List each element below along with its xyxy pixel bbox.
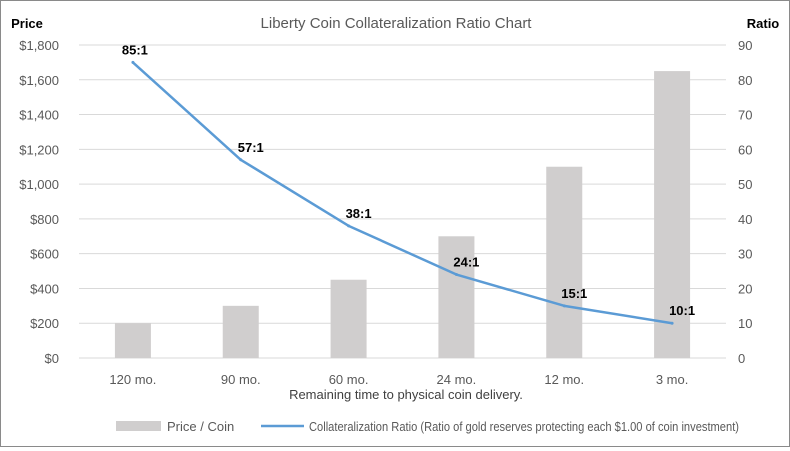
y-left-label: Price xyxy=(11,16,43,31)
y-left-tick-label: $800 xyxy=(30,212,59,227)
x-tick-label: 90 mo. xyxy=(221,372,261,387)
ratio-point xyxy=(239,158,243,162)
ratio-data-label: 57:1 xyxy=(238,140,264,155)
ratio-point xyxy=(562,304,566,308)
y-left-tick-label: $200 xyxy=(30,316,59,331)
bar-price xyxy=(330,279,367,358)
ratio-data-label: 38:1 xyxy=(346,206,372,221)
y-left-tick-label: $400 xyxy=(30,281,59,296)
y-left-tick-label: $1,600 xyxy=(19,73,59,88)
chart-title: Liberty Coin Collateralization Ratio Cha… xyxy=(261,15,533,32)
ratio-data-label: 10:1 xyxy=(669,303,695,318)
bar-price xyxy=(114,323,151,358)
y-left-tick-label: $1,200 xyxy=(19,142,59,157)
legend-label-ratio: Collateralization Ratio (Ratio of gold r… xyxy=(309,419,739,434)
ratio-data-label: 15:1 xyxy=(561,286,587,301)
y-left-tick-label: $1,000 xyxy=(19,177,59,192)
bar-price xyxy=(222,305,259,358)
y-left-tick-label: $600 xyxy=(30,247,59,262)
bar-price xyxy=(438,236,475,358)
x-tick-label: 3 mo. xyxy=(656,372,689,387)
ratio-point xyxy=(454,273,458,277)
x-tick-label: 60 mo. xyxy=(329,372,369,387)
x-tick-label: 24 mo. xyxy=(437,372,477,387)
y-left-tick-label: $1,400 xyxy=(19,108,59,123)
y-right-tick-label: 20 xyxy=(738,281,752,296)
ratio-point xyxy=(131,60,135,64)
y-right-tick-label: 90 xyxy=(738,38,752,53)
x-tick-label: 120 mo. xyxy=(109,372,156,387)
y-right-label: Ratio xyxy=(747,16,780,31)
y-right-tick-label: 80 xyxy=(738,73,752,88)
bar-price xyxy=(654,71,691,358)
ratio-data-label: 85:1 xyxy=(122,42,148,57)
y-right-tick-label: 40 xyxy=(738,212,752,227)
y-right-tick-label: 30 xyxy=(738,247,752,262)
y-right-tick-label: 10 xyxy=(738,316,752,331)
y-right-tick-label: 60 xyxy=(738,142,752,157)
x-tick-label: 12 mo. xyxy=(544,372,584,387)
ratio-point xyxy=(670,321,674,325)
line-ratio xyxy=(132,61,673,325)
y-right-tick-label: 0 xyxy=(738,351,745,366)
y-right-tick-label: 70 xyxy=(738,108,752,123)
y-left-tick-label: $1,800 xyxy=(19,38,59,53)
legend-swatch-price xyxy=(116,421,161,431)
y-right-tick-label: 50 xyxy=(738,177,752,192)
x-axis-label: Remaining time to physical coin delivery… xyxy=(289,387,523,402)
y-left-tick-label: $0 xyxy=(45,351,59,366)
legend-label-price: Price / Coin xyxy=(167,419,234,434)
ratio-point xyxy=(347,224,351,228)
ratio-data-label: 24:1 xyxy=(453,255,479,270)
bar-price xyxy=(546,166,583,358)
